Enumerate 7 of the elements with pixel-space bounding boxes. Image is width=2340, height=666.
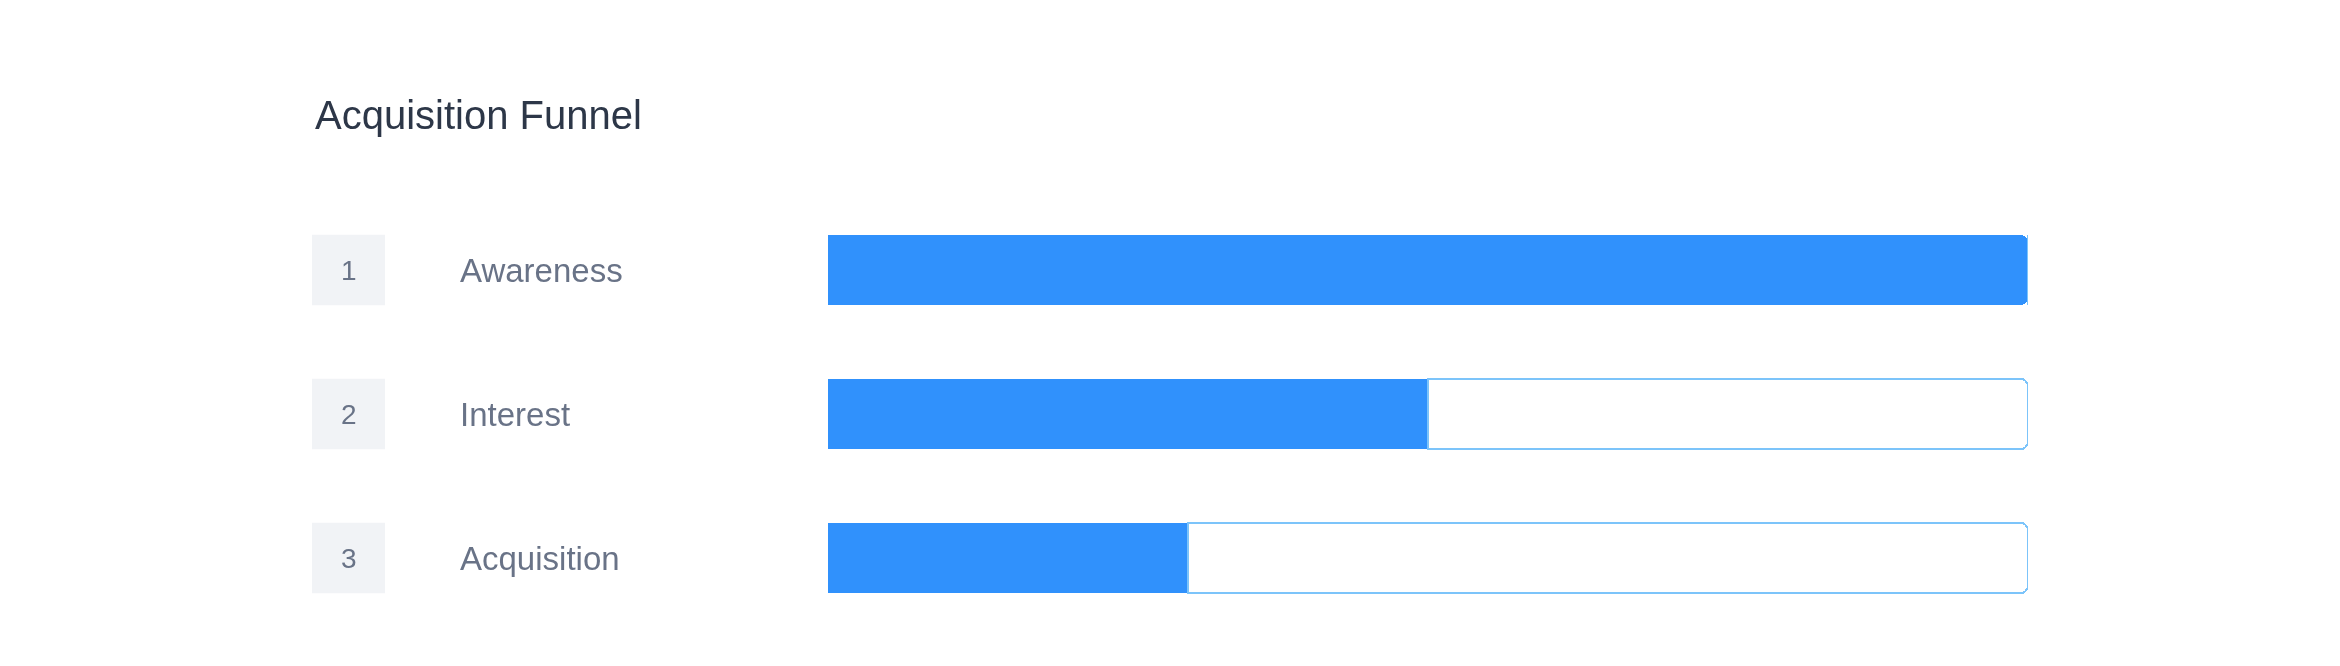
y-tick-label: Awareness (460, 252, 623, 289)
text: 2 (341, 399, 357, 430)
y-tick-label: Interest (460, 396, 571, 433)
y-tick-label: Acquisition (460, 540, 620, 577)
text: 3 (341, 543, 357, 574)
text: 1 (341, 255, 357, 286)
text: Acquisition Funnel (315, 93, 642, 137)
